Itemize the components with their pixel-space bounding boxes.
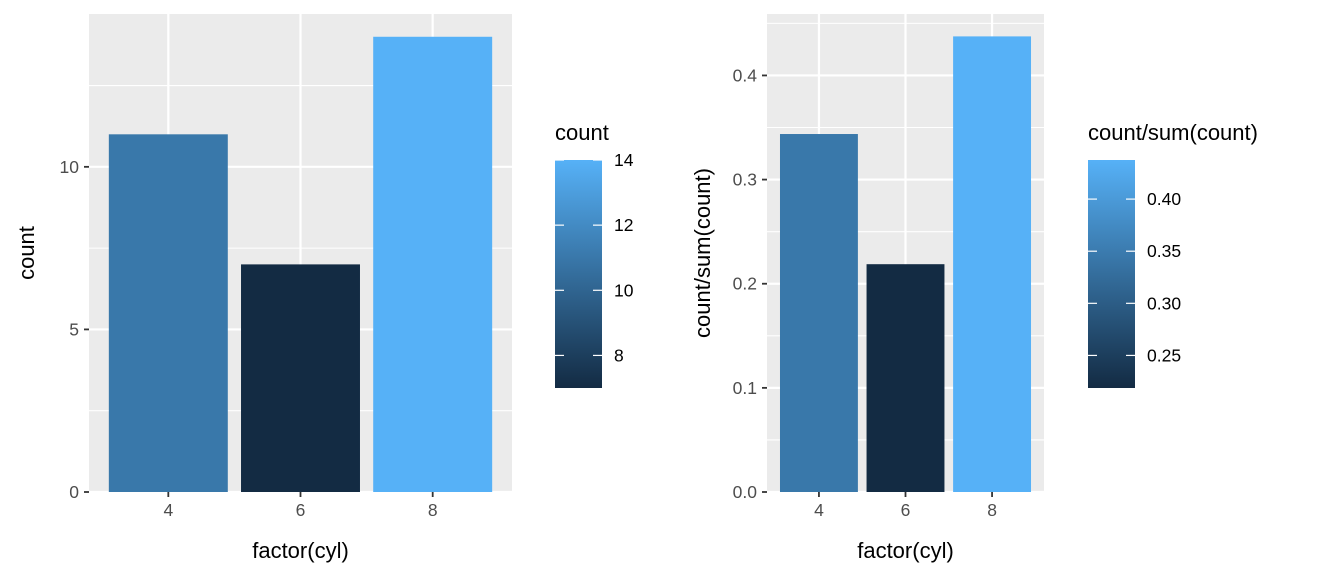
- y-tick-label: 10: [60, 157, 80, 177]
- legend-tick-label: 0.35: [1147, 241, 1181, 261]
- chart-1-y-axis-title: count: [14, 226, 39, 280]
- bar-8: [953, 36, 1032, 492]
- y-tick-label: 0.4: [733, 65, 758, 85]
- chart-1-legend-colorbar: [555, 160, 602, 388]
- bar-4: [779, 134, 858, 492]
- x-tick-label: 8: [987, 500, 997, 520]
- y-tick-label: 5: [69, 319, 79, 339]
- chart-2-x-axis-title: factor(cyl): [857, 538, 954, 563]
- bar-6: [241, 264, 360, 492]
- x-tick-label: 8: [428, 500, 438, 520]
- y-tick-label: 0.1: [733, 378, 757, 398]
- chart-2-legend-ticks: 0.25 0.30 0.35 0.40: [1088, 189, 1181, 365]
- chart-2: 0.0 0.1 0.2 0.3 0.4 4 6 8 factor(cyl) count/sum…: [690, 14, 1258, 563]
- chart-2-legend-colorbar: [1088, 160, 1135, 388]
- x-tick-label: 4: [163, 500, 173, 520]
- x-tick-label: 6: [296, 500, 306, 520]
- bar-4: [108, 134, 228, 492]
- chart-2-bars: [779, 36, 1032, 492]
- legend-tick-label: 0.40: [1147, 189, 1181, 209]
- chart-1-legend-ticks: 8 10 12 14: [555, 150, 634, 365]
- bar-6: [866, 264, 945, 492]
- chart-1-legend-title: count: [555, 120, 609, 145]
- legend-tick-label: 10: [614, 280, 634, 300]
- legend-tick-label: 14: [614, 150, 634, 170]
- legend-tick-label: 12: [614, 215, 633, 235]
- chart-1-legend: count 8 10 12 14: [555, 120, 634, 388]
- y-tick-label: 0.3: [733, 170, 757, 190]
- x-tick-label: 4: [814, 500, 824, 520]
- legend-tick-label: 8: [614, 345, 624, 365]
- chart-1-bars: [108, 36, 493, 493]
- bar-8: [373, 36, 493, 493]
- x-tick-label: 6: [901, 500, 911, 520]
- y-tick-label: 0.2: [733, 274, 757, 294]
- legend-tick-label: 0.25: [1147, 345, 1181, 365]
- y-tick-label: 0: [69, 482, 79, 502]
- legend-tick-label: 0.30: [1147, 293, 1181, 313]
- chart-2-y-axis-title: count/sum(count): [690, 168, 715, 338]
- chart-1-x-axis-title: factor(cyl): [252, 538, 349, 563]
- y-tick-label: 0.0: [733, 482, 758, 502]
- chart-2-axes: 0.0 0.1 0.2 0.3 0.4 4 6 8: [733, 65, 997, 520]
- chart-2-legend-title: count/sum(count): [1088, 120, 1258, 145]
- chart-1-axes: 0 5 10 4 6 8: [60, 157, 438, 520]
- chart-2-legend: count/sum(count) 0.25 0.30 0.35 0.40: [1088, 120, 1258, 388]
- chart-1: 0 5 10 4 6 8 factor(cyl) count count 8 10 12 14: [14, 14, 634, 563]
